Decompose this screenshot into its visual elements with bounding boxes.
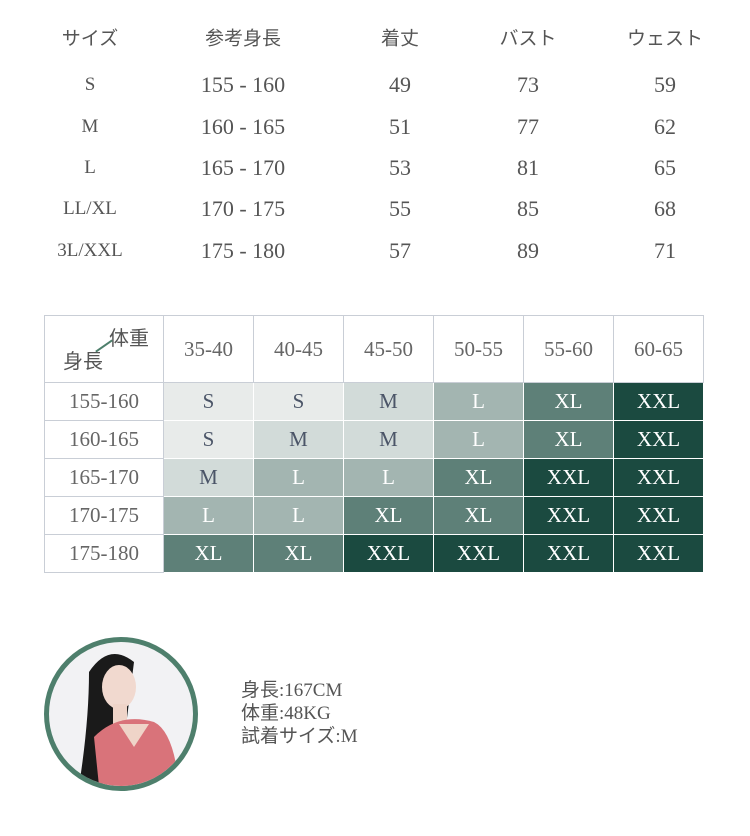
size-cell: M <box>343 420 434 459</box>
size-table-header: ウェスト <box>626 28 704 50</box>
corner-weight-label: 体重 <box>109 328 149 350</box>
size-cell: L <box>253 458 344 497</box>
size-cell: L <box>253 496 344 535</box>
size-table-cell: 85 <box>517 196 539 221</box>
grid-corner: 体重 身長 <box>44 315 164 383</box>
weight-column-header: 45-50 <box>343 315 434 383</box>
size-cell: XXL <box>613 458 704 497</box>
corner-height-label: 身長 <box>63 351 103 373</box>
size-cell: S <box>253 382 344 421</box>
size-table-cell: 165 - 170 <box>200 155 286 180</box>
size-cell: XL <box>163 534 254 573</box>
size-table-cell: 51 <box>389 114 411 139</box>
size-table-cell: 53 <box>389 155 411 180</box>
size-cell: L <box>163 496 254 535</box>
size-table-header: 着丈 <box>380 28 420 50</box>
height-row-header: 155-160 <box>44 382 164 421</box>
model-weight: 体重:48KG <box>241 703 331 724</box>
size-cell: XXL <box>343 534 434 573</box>
grid-header-row: 体重 身長 35-40 40-45 45-50 50-55 55-60 60-65 <box>44 315 704 383</box>
grid-row: 175-180 XL XL XXL XXL XXL XXL <box>44 534 704 573</box>
size-table-cell: LL/XL <box>63 198 117 219</box>
size-cell: XL <box>523 420 614 459</box>
size-table-cell: 71 <box>654 238 676 263</box>
size-cell: XL <box>343 496 434 535</box>
weight-column-header: 35-40 <box>163 315 254 383</box>
grid-row: 155-160 S S M L XL XXL <box>44 382 704 421</box>
model-size: 試着サイズ:M <box>241 726 358 747</box>
size-table-cell: S <box>84 74 96 95</box>
weight-column-header: 40-45 <box>253 315 344 383</box>
size-cell: XXL <box>613 496 704 535</box>
size-cell: S <box>163 420 254 459</box>
size-table-header: サイズ <box>61 28 119 50</box>
height-row-header: 175-180 <box>44 534 164 573</box>
size-table-cell: 155 - 160 <box>200 72 286 97</box>
size-table-cell: 89 <box>517 238 539 263</box>
size-cell: XXL <box>523 458 614 497</box>
model-illustration <box>79 654 179 786</box>
size-cell: M <box>343 382 434 421</box>
size-table-cell: 59 <box>654 72 676 97</box>
size-cell: XL <box>523 382 614 421</box>
size-table-cell: 68 <box>654 196 676 221</box>
size-cell: XL <box>433 496 524 535</box>
size-table-cell: 57 <box>389 238 411 263</box>
size-table-cell: 160 - 165 <box>200 114 286 139</box>
size-cell: L <box>433 382 524 421</box>
height-weight-size-grid: 体重 身長 35-40 40-45 45-50 50-55 55-60 60-65 155… <box>44 315 704 573</box>
grid-row: 165-170 M L L XL XXL XXL <box>44 458 704 497</box>
size-table-cell: 49 <box>389 72 411 97</box>
size-table-cell: L <box>84 157 96 178</box>
size-table-cell: 77 <box>517 114 539 139</box>
size-cell: L <box>433 420 524 459</box>
size-table-cell: 3L/XXL <box>57 240 123 261</box>
size-table-cell: 170 - 175 <box>200 196 286 221</box>
size-cell: XXL <box>613 382 704 421</box>
height-row-header: 170-175 <box>44 496 164 535</box>
size-cell: XXL <box>523 496 614 535</box>
size-table-cell: 62 <box>654 114 676 139</box>
weight-column-header: 50-55 <box>433 315 524 383</box>
grid-row: 160-165 S M M L XL XXL <box>44 420 704 459</box>
weight-column-header: 55-60 <box>523 315 614 383</box>
weight-column-header: 60-65 <box>613 315 704 383</box>
size-table-cell: 81 <box>517 155 539 180</box>
size-cell: XXL <box>613 420 704 459</box>
model-info: 身長:167CM 体重:48KG 試着サイズ:M <box>241 679 358 748</box>
model-photo <box>44 637 198 791</box>
size-cell: L <box>343 458 434 497</box>
model-height: 身長:167CM <box>241 680 343 701</box>
size-table-header: 参考身長 <box>204 28 282 50</box>
size-cell: S <box>163 382 254 421</box>
height-row-header: 160-165 <box>44 420 164 459</box>
size-cell: M <box>163 458 254 497</box>
size-table-cell: 65 <box>654 155 676 180</box>
size-cell: XXL <box>613 534 704 573</box>
size-table-cell: 55 <box>389 196 411 221</box>
height-row-header: 165-170 <box>44 458 164 497</box>
size-cell: XXL <box>433 534 524 573</box>
size-table-cell: 73 <box>517 72 539 97</box>
grid-row: 170-175 L L XL XL XXL XXL <box>44 496 704 535</box>
size-cell: M <box>253 420 344 459</box>
size-cell: XL <box>433 458 524 497</box>
size-table-cell: 175 - 180 <box>200 238 286 263</box>
size-cell: XL <box>253 534 344 573</box>
size-table-header: バスト <box>499 28 557 50</box>
size-cell: XXL <box>523 534 614 573</box>
size-table-cell: M <box>81 116 99 137</box>
